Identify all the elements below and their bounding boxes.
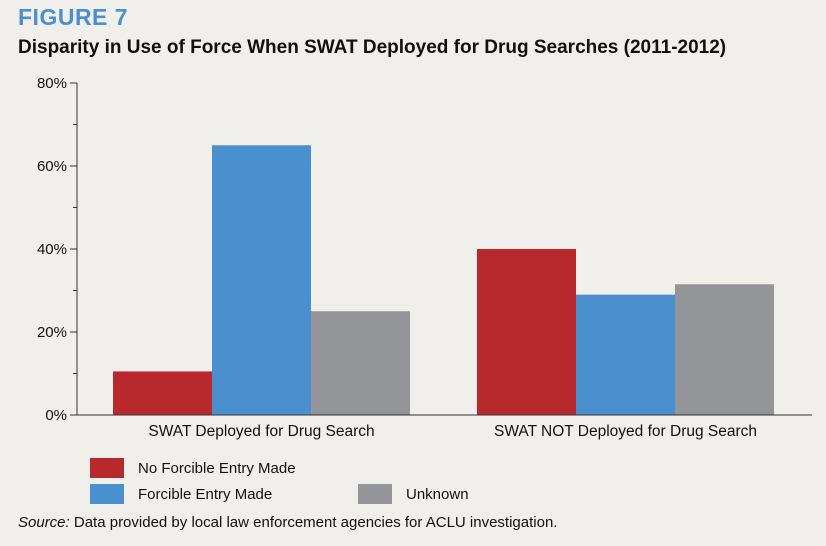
x-category-label: SWAT NOT Deployed for Drug Search <box>494 423 757 440</box>
y-tick-label: 40% <box>37 241 67 258</box>
source-label: Source: <box>18 514 70 531</box>
legend-swatch-forcible-entry <box>90 484 124 504</box>
bar-1-0 <box>477 249 576 415</box>
bar-1-1 <box>576 294 675 415</box>
chart-title: Disparity in Use of Force When SWAT Depl… <box>18 37 727 58</box>
bar-0-1 <box>212 145 311 415</box>
bar-0-2 <box>311 311 410 415</box>
legend-item-unknown: Unknown <box>358 484 469 504</box>
source-note: Source: Data provided by local law enfor… <box>18 514 557 531</box>
legend-label-unknown: Unknown <box>406 485 469 503</box>
legend-item-forcible-entry: Forcible Entry Made <box>90 484 272 504</box>
y-tick-label: 60% <box>37 158 67 175</box>
legend-swatch-no-forcible-entry <box>90 458 124 478</box>
x-category-label: SWAT Deployed for Drug Search <box>148 423 374 440</box>
source-text: Data provided by local law enforcement a… <box>69 514 558 531</box>
bar-1-2 <box>675 284 774 415</box>
y-tick-label: 80% <box>37 75 67 92</box>
legend-label-no-forcible-entry: No Forcible Entry Made <box>138 459 296 477</box>
legend-label-forcible-entry: Forcible Entry Made <box>138 485 273 503</box>
legend-item-no-forcible-entry: No Forcible Entry Made <box>90 458 296 478</box>
bar-0-0 <box>113 371 212 415</box>
legend-swatch-unknown <box>358 484 392 504</box>
y-tick-label: 0% <box>45 407 67 424</box>
figure-label: FIGURE 7 <box>18 4 129 30</box>
y-tick-label: 20% <box>37 324 67 341</box>
